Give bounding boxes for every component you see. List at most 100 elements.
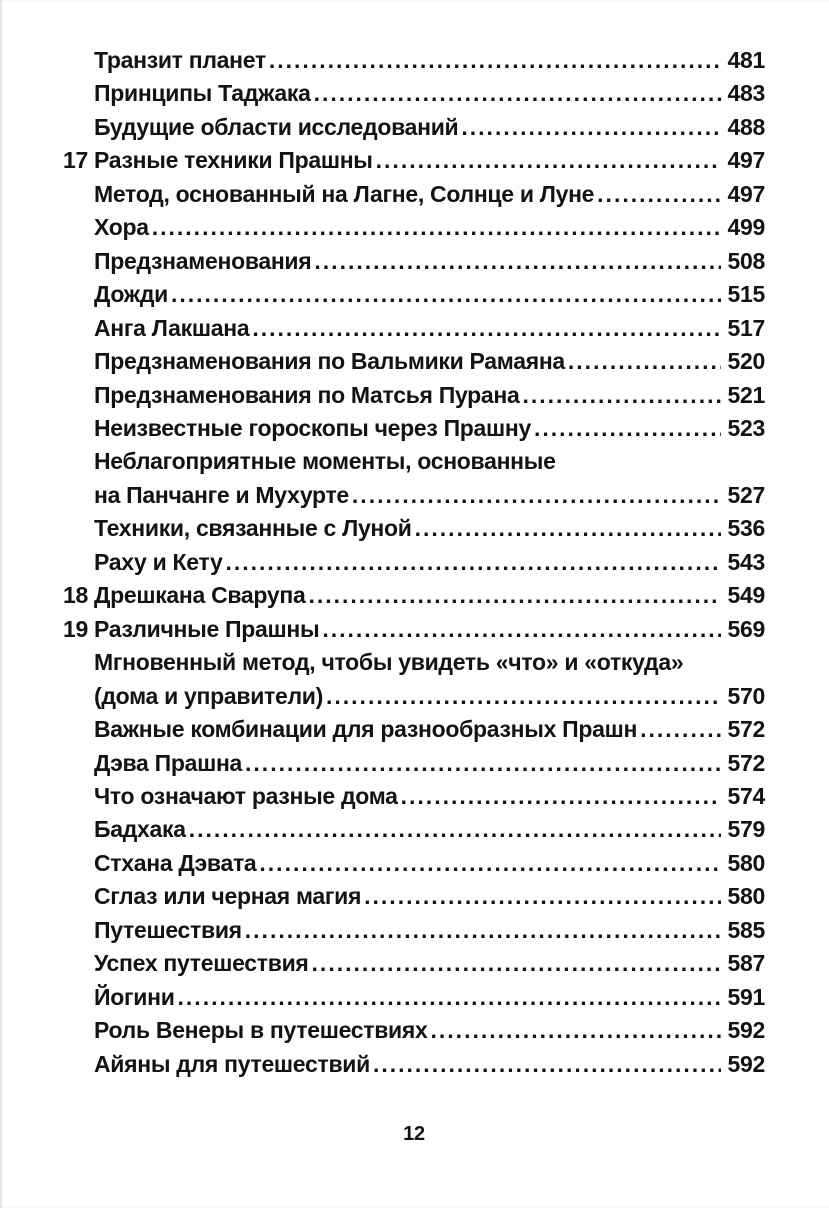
toc-entry: Айяны для путешествий ..................…: [63, 1048, 765, 1081]
toc-entry: Сглаз или черная магия .................…: [63, 880, 765, 913]
toc-entry-page: 523: [727, 414, 766, 441]
toc-entry: Предзнаменования по Матсья Пурана ......…: [63, 379, 765, 412]
dot-leader: ........................................…: [225, 548, 721, 575]
dot-leader: ........................................…: [534, 414, 721, 441]
toc-entry: Метод, основанный на Лагне, Солнце и Лун…: [63, 178, 765, 211]
toc-entry-page: 580: [727, 849, 766, 876]
table-of-contents: Транзит планет .........................…: [63, 44, 765, 1081]
toc-entry: 17 Разные техники Прашны ...............…: [63, 144, 765, 177]
toc-entry-label: Успех путешествия: [94, 950, 309, 977]
toc-entry-label: Йогини: [94, 983, 175, 1010]
toc-entry-label: Неизвестные гороскопы через Прашну: [94, 414, 531, 441]
toc-entry: Мгновенный метод, чтобы увидеть «что» и …: [63, 646, 765, 679]
toc-entry-label: Дрешкана Сварупа: [94, 582, 306, 609]
toc-entry-page: 574: [727, 782, 766, 809]
toc-entry: Техники, связанные с Луной .............…: [63, 512, 765, 545]
toc-entry: Предзнаменования .......................…: [63, 245, 765, 278]
toc-entry: Дожди ..................................…: [63, 278, 765, 311]
toc-entry-label: Техники, связанные с Луной: [94, 515, 412, 542]
toc-entry-label: Транзит планет: [94, 47, 266, 73]
toc-entry-page: 517: [727, 314, 766, 341]
toc-entry-label: Различные Прашны: [94, 615, 320, 642]
toc-entry-label: Айяны для путешествий: [94, 1050, 370, 1077]
toc-entry: Дэва Прашна ............................…: [63, 747, 765, 780]
toc-entry-label: (дома и управители): [94, 682, 323, 709]
dot-leader: ........................................…: [326, 682, 721, 709]
toc-entry-page: 592: [727, 1050, 766, 1077]
dot-leader: ........................................…: [567, 348, 721, 375]
toc-entry-page: 497: [727, 147, 766, 174]
toc-entry-page: 508: [727, 247, 766, 274]
toc-entry: Роль Венеры в путешествиях .............…: [63, 1014, 765, 1047]
toc-entry-chapter-number: 19: [63, 615, 88, 642]
dot-leader: ........................................…: [375, 147, 721, 174]
toc-entry: Йогини .................................…: [63, 981, 765, 1014]
toc-entry-page: 572: [727, 749, 766, 776]
toc-entry-page: 579: [727, 816, 766, 843]
toc-entry: Предзнаменования по Вальмики Рамаяна ...…: [63, 345, 765, 378]
toc-entry: Путешествия ............................…: [63, 914, 765, 947]
toc-entry-label: Предзнаменования по Вальмики Рамаяна: [94, 348, 565, 375]
dot-leader: ........................................…: [461, 113, 720, 140]
toc-entry: Успех путешествия ......................…: [63, 947, 765, 980]
toc-entry: Будущие области исследований ...........…: [63, 111, 765, 144]
toc-entry-label: Предзнаменования по Матсья Пурана: [94, 381, 520, 408]
toc-entry-page: 569: [727, 615, 766, 642]
toc-entry: Хора ...................................…: [63, 211, 765, 244]
toc-entry-page: 570: [727, 682, 766, 709]
dot-leader: ........................................…: [151, 214, 721, 241]
toc-entry-page: 549: [727, 582, 766, 609]
toc-entry-page: 520: [727, 348, 766, 375]
dot-leader: ........................................…: [430, 1017, 721, 1044]
dot-leader: ........................................…: [170, 281, 721, 308]
toc-entry-page: 497: [727, 180, 766, 207]
dot-leader: ........................................…: [308, 582, 720, 609]
toc-entry-label: Будущие области исследований: [94, 113, 459, 140]
dot-leader: ........................................…: [244, 916, 721, 943]
dot-leader: ........................................…: [322, 615, 720, 642]
toc-entry-label: Мгновенный метод, чтобы увидеть «что» и …: [94, 649, 684, 676]
toc-entry-label: Что означают разные дома: [94, 782, 398, 809]
toc-entry-label: Анга Лакшана: [94, 314, 250, 341]
toc-entry-page: 572: [727, 716, 766, 743]
toc-entry: Стхана Дэвата ..........................…: [63, 847, 765, 880]
toc-entry-label: Бадхака: [94, 816, 186, 843]
toc-entry-label: Сглаз или черная магия: [94, 883, 362, 910]
dot-leader: ........................................…: [259, 849, 721, 876]
dot-leader: ........................................…: [522, 381, 721, 408]
toc-entry: на Панчанге и Мухурте ..................…: [63, 479, 765, 512]
toc-entry-label: Принципы Таджака: [94, 80, 311, 107]
dot-leader: ........................................…: [188, 816, 721, 843]
dot-leader: ........................................…: [400, 782, 721, 809]
toc-entry-label: Стхана Дэвата: [94, 849, 257, 876]
toc-entry-page: 483: [727, 80, 766, 107]
toc-entry-label: Роль Венеры в путешествиях: [94, 1017, 428, 1044]
toc-entry: 19 Различные Прашны ....................…: [63, 613, 765, 646]
toc-entry-page: 543: [727, 548, 766, 575]
toc-entry: Принципы Таджака .......................…: [63, 77, 765, 110]
dot-leader: ........................................…: [351, 481, 721, 508]
toc-entry-page: 587: [727, 950, 766, 977]
dot-leader: ........................................…: [372, 1050, 721, 1077]
toc-entry-label: Предзнаменования: [94, 247, 312, 274]
toc-entry: Анга Лакшана ...........................…: [63, 312, 765, 345]
toc-entry-page: 499: [727, 214, 766, 241]
toc-entry-label: Дожди: [94, 281, 168, 308]
toc-entry: Бадхака ................................…: [63, 813, 765, 846]
toc-entry-chapter-number: 18: [63, 582, 88, 609]
dot-leader: ........................................…: [177, 983, 721, 1010]
toc-entry-page: 592: [727, 1017, 766, 1044]
toc-entry: 18 Дрешкана Сварупа ....................…: [63, 579, 765, 612]
page-footer: 12: [63, 1123, 765, 1146]
toc-entry: Неизвестные гороскопы через Прашну .....…: [63, 412, 765, 445]
dot-leader: ........................................…: [414, 515, 721, 542]
dot-leader: ........................................…: [364, 883, 721, 910]
toc-entry: Раху и Кету ............................…: [63, 546, 765, 579]
toc-entry: Неблагоприятные моменты, основанные: [63, 445, 765, 478]
dot-leader: ........................................…: [313, 80, 721, 107]
dot-leader: ........................................…: [640, 716, 720, 743]
toc-entry-label: Метод, основанный на Лагне, Солнце и Лун…: [94, 180, 595, 207]
toc-entry-page: 536: [727, 515, 766, 542]
toc-entry: (дома и управители) ....................…: [63, 680, 765, 713]
